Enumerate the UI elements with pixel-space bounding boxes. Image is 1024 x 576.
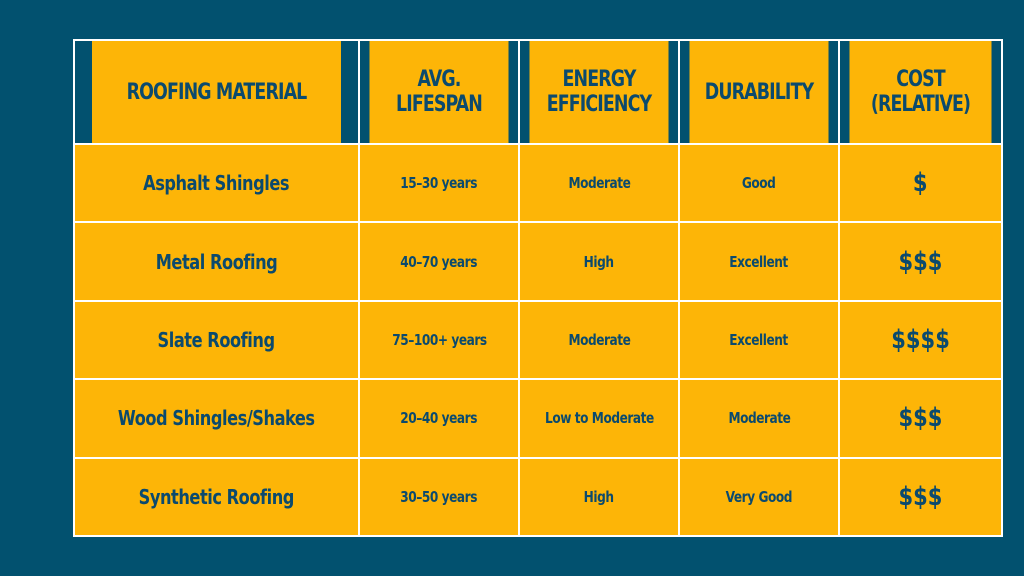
cell-energy-efficiency: High <box>518 456 680 538</box>
cell-material: Wood Shingles/Shakes <box>73 378 360 459</box>
cell-lifespan: 15–30 years <box>358 142 520 224</box>
cell-lifespan: 20–40 years <box>358 378 520 459</box>
cell-durability: Excellent <box>678 221 840 302</box>
cell-energy-efficiency: Low to Moderate <box>518 378 680 459</box>
cell-energy-efficiency: Moderate <box>518 142 680 224</box>
table-row: Synthetic Roofing 30–50 years High Very … <box>73 456 1003 538</box>
table-header-row: ROOFING MATERIAL AVG. LIFESPAN ENERGY EF… <box>74 39 1002 145</box>
cell-material: Slate Roofing <box>73 299 360 381</box>
header-avg-lifespan: AVG. LIFESPAN <box>367 39 511 145</box>
header-durability: DURABILITY <box>687 39 831 145</box>
header-energy-efficiency: ENERGY EFFICIENCY <box>527 39 671 145</box>
cell-lifespan: 30–50 years <box>358 456 520 538</box>
cell-material: Asphalt Shingles <box>73 142 360 224</box>
table-row: Slate Roofing 75–100+ years Moderate Exc… <box>73 299 1003 381</box>
comparison-table-container: ROOFING MATERIAL AVG. LIFESPAN ENERGY EF… <box>73 39 1003 538</box>
table-row: Wood Shingles/Shakes 20–40 years Low to … <box>73 378 1003 459</box>
cell-cost: $ <box>838 142 1003 224</box>
cell-material: Synthetic Roofing <box>73 456 360 538</box>
table-row: Asphalt Shingles 15–30 years Moderate Go… <box>73 142 1003 224</box>
cell-material: Metal Roofing <box>73 221 360 302</box>
cell-cost: $$$$ <box>838 299 1003 381</box>
header-cost: COST (RELATIVE) <box>847 39 994 145</box>
roofing-comparison-table: ROOFING MATERIAL AVG. LIFESPAN ENERGY EF… <box>73 39 1003 538</box>
cell-energy-efficiency: High <box>518 221 680 302</box>
table-row: Metal Roofing 40–70 years High Excellent… <box>73 221 1003 302</box>
cell-durability: Excellent <box>678 299 840 381</box>
cell-durability: Good <box>678 142 840 224</box>
header-roofing-material: ROOFING MATERIAL <box>90 39 343 145</box>
cell-cost: $$$ <box>838 378 1003 459</box>
cell-cost: $$$ <box>838 456 1003 538</box>
cell-durability: Very Good <box>678 456 840 538</box>
cell-lifespan: 75–100+ years <box>358 299 520 381</box>
cell-cost: $$$ <box>838 221 1003 302</box>
cell-durability: Moderate <box>678 378 840 459</box>
cell-energy-efficiency: Moderate <box>518 299 680 381</box>
cell-lifespan: 40–70 years <box>358 221 520 302</box>
